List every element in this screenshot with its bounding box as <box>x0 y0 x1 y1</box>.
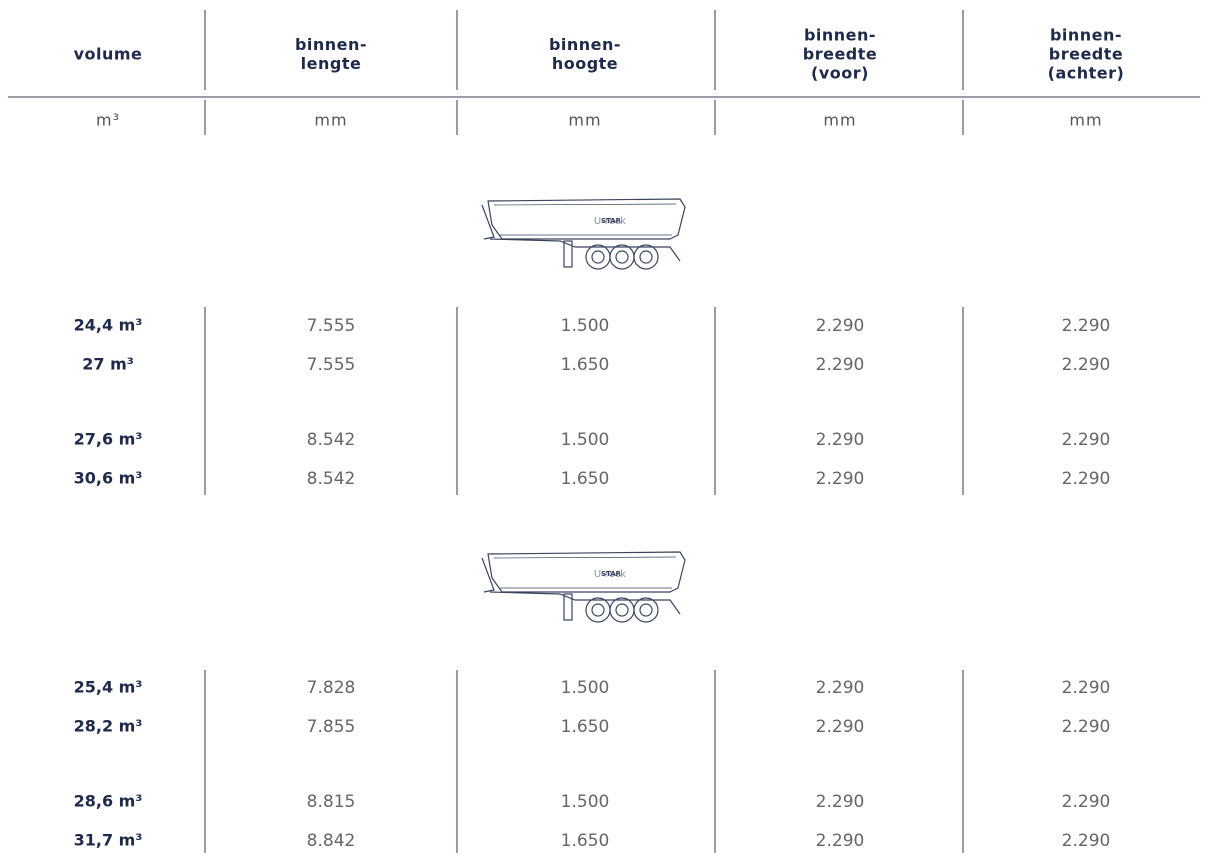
column-header: binnen- <box>1050 26 1122 45</box>
trailer-wheel <box>633 244 659 270</box>
value-cell: 1.500 <box>561 430 610 450</box>
value-cell: 7.555 <box>307 355 356 375</box>
value-cell: 8.842 <box>307 831 356 851</box>
value-cell: 2.290 <box>1062 792 1111 812</box>
value-cell: 8.542 <box>307 430 356 450</box>
value-cell: 2.290 <box>816 792 865 812</box>
trailer-chassis <box>481 557 681 615</box>
column-header: lengte <box>301 54 362 73</box>
trailer-wheel <box>615 250 629 264</box>
value-cell: 2.290 <box>1062 316 1111 336</box>
value-cell: 1.650 <box>561 831 610 851</box>
trailer-label: U-rock <box>594 569 626 580</box>
unit: mm <box>1069 111 1102 130</box>
volume-cell: 27,6 m³ <box>74 430 143 449</box>
value-cell: 2.290 <box>816 316 865 336</box>
value-cell: 8.542 <box>307 469 356 489</box>
trailer-wheel <box>585 597 611 623</box>
value-cell: 2.290 <box>1062 717 1111 737</box>
unit: mm <box>314 111 347 130</box>
column-header: (achter) <box>1048 64 1125 83</box>
value-cell: 7.555 <box>307 316 356 336</box>
value-cell: 2.290 <box>816 355 865 375</box>
column-header: volume <box>74 45 143 64</box>
value-cell: 2.290 <box>1062 678 1111 698</box>
trailer-label: STAR <box>601 217 622 225</box>
value-cell: 1.500 <box>561 316 610 336</box>
trailer-wheel <box>639 603 653 617</box>
value-cell: 2.290 <box>1062 831 1111 851</box>
trailer-leg <box>563 240 573 268</box>
trailer-label: STAR <box>601 570 622 578</box>
trailer-wheel <box>591 603 605 617</box>
trailer-wheel <box>639 250 653 264</box>
value-cell: 1.650 <box>561 355 610 375</box>
value-cell: 1.650 <box>561 717 610 737</box>
trailer-body <box>493 556 677 589</box>
trailer-chassis <box>481 204 681 262</box>
value-cell: 1.650 <box>561 469 610 489</box>
column-header: (voor) <box>811 64 869 83</box>
trailer-wheel <box>585 244 611 270</box>
value-cell: 1.500 <box>561 792 610 812</box>
column-header: binnen- <box>804 26 876 45</box>
value-cell: 7.828 <box>307 678 356 698</box>
unit: mm <box>568 111 601 130</box>
value-cell: 2.290 <box>816 430 865 450</box>
volume-cell: 30,6 m³ <box>74 469 143 488</box>
value-cell: 2.290 <box>1062 469 1111 489</box>
value-cell: 2.290 <box>816 717 865 737</box>
value-cell: 2.290 <box>1062 430 1111 450</box>
volume-cell: 25,4 m³ <box>74 678 143 697</box>
trailer-leg <box>563 593 573 621</box>
column-header: breedte <box>803 45 878 64</box>
column-header: binnen- <box>549 35 621 54</box>
trailer-body <box>487 198 686 240</box>
unit: m³ <box>96 111 120 130</box>
column-header: binnen- <box>295 35 367 54</box>
volume-cell: 27 m³ <box>82 355 134 374</box>
value-cell: 7.855 <box>307 717 356 737</box>
volume-cell: 28,6 m³ <box>74 792 143 811</box>
value-cell: 8.815 <box>307 792 356 812</box>
trailer-wheel <box>615 603 629 617</box>
value-cell: 1.500 <box>561 678 610 698</box>
trailer-wheel <box>591 250 605 264</box>
trailer-body <box>493 203 677 236</box>
column-header: hoogte <box>552 54 618 73</box>
value-cell: 2.290 <box>816 678 865 698</box>
trailer-wheel <box>609 244 635 270</box>
unit: mm <box>823 111 856 130</box>
value-cell: 2.290 <box>1062 355 1111 375</box>
column-header: breedte <box>1049 45 1124 64</box>
trailer-body <box>487 551 686 593</box>
value-cell: 2.290 <box>816 831 865 851</box>
value-cell: 2.290 <box>816 469 865 489</box>
volume-cell: 28,2 m³ <box>74 717 143 736</box>
trailer-wheel <box>633 597 659 623</box>
trailer-wheel <box>609 597 635 623</box>
trailer-label: U-rock <box>594 216 626 227</box>
volume-cell: 24,4 m³ <box>74 316 143 335</box>
volume-cell: 31,7 m³ <box>74 831 143 850</box>
